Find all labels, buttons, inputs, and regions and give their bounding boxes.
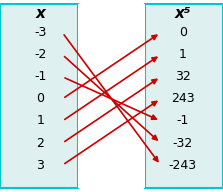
FancyBboxPatch shape [78, 4, 145, 188]
Text: -32: -32 [173, 137, 193, 150]
Text: 1: 1 [179, 48, 187, 61]
Text: -1: -1 [177, 114, 189, 127]
FancyBboxPatch shape [145, 4, 223, 188]
Text: 2: 2 [36, 137, 44, 150]
Text: 1: 1 [36, 114, 44, 127]
Text: -3: -3 [34, 26, 46, 39]
Text: 243: 243 [171, 92, 195, 105]
Text: -243: -243 [169, 159, 197, 172]
Text: x⁵: x⁵ [175, 6, 191, 21]
Text: 0: 0 [36, 92, 44, 105]
Text: x: x [35, 6, 45, 21]
Text: 32: 32 [175, 70, 191, 83]
Text: -1: -1 [34, 70, 46, 83]
Text: 3: 3 [36, 159, 44, 172]
Text: 0: 0 [179, 26, 187, 39]
Text: -2: -2 [34, 48, 46, 61]
FancyBboxPatch shape [0, 4, 78, 188]
